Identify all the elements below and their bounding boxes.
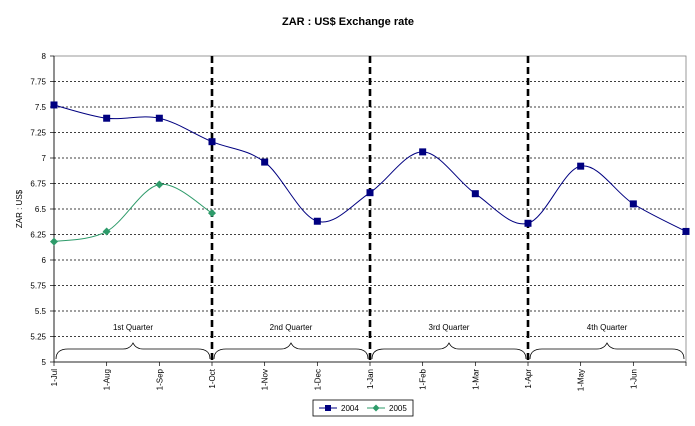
legend-marker-2004: [325, 405, 331, 411]
legend-label-2004: 2004: [341, 404, 359, 413]
data-point-2004: [577, 162, 585, 170]
quarter-brace: [371, 342, 527, 360]
x-tick-label: 1-Jan: [366, 369, 375, 389]
data-point-2004: [366, 189, 374, 197]
y-tick-label: 5: [42, 358, 47, 367]
y-tick-label: 7.5: [35, 103, 47, 112]
data-point-2004: [419, 148, 427, 156]
y-tick-label: 7: [42, 154, 47, 163]
data-point-2004: [261, 158, 269, 166]
y-tick-label: 5.25: [30, 333, 46, 342]
y-axis-label: ZAR : US$: [15, 189, 24, 228]
data-point-2005: [155, 180, 164, 189]
x-tick-label: 1-Mar: [471, 369, 480, 390]
x-tick-label: 1-Sep: [155, 368, 164, 390]
legend-box: [312, 399, 414, 417]
x-tick-label: 1-Aug: [103, 369, 112, 390]
data-point-2004: [682, 227, 690, 235]
data-point-2004: [155, 114, 163, 122]
y-tick-label: 6.75: [30, 180, 46, 189]
x-tick-label: 1-Jul: [50, 369, 59, 387]
y-tick-label: 6.25: [30, 231, 46, 240]
y-tick-label: 6: [42, 256, 47, 265]
y-tick-label: 7.25: [30, 129, 46, 138]
data-point-2005: [102, 227, 111, 236]
quarter-label: 3rd Quarter: [429, 323, 470, 332]
data-point-2004: [629, 200, 637, 208]
quarter-brace: [55, 342, 211, 360]
y-tick-label: 8: [42, 52, 47, 61]
x-tick-label: 1-Feb: [419, 368, 428, 389]
series-line-2005: [53, 184, 213, 243]
data-point-2004: [103, 114, 111, 122]
y-tick-label: 7.75: [30, 78, 46, 87]
x-tick-label: 1-May: [577, 369, 586, 391]
quarter-brace: [213, 342, 369, 360]
data-point-2005: [208, 209, 216, 218]
y-tick-label: 6.5: [35, 205, 47, 214]
data-point-2004: [50, 101, 58, 109]
data-point-2004: [471, 190, 479, 198]
x-tick-label: 1-Dec: [313, 369, 322, 390]
quarter-label: 4th Quarter: [587, 323, 628, 332]
x-tick-label: 1-Apr: [524, 369, 533, 389]
quarter-label: 1st Quarter: [113, 323, 153, 332]
quarter-brace: [529, 342, 685, 360]
data-point-2004: [313, 217, 321, 225]
quarter-label: 2nd Quarter: [270, 323, 313, 332]
data-point-2004: [524, 219, 532, 227]
x-tick-label: 1-Jun: [629, 369, 638, 389]
y-tick-label: 5.5: [35, 307, 47, 316]
x-tick-label: 1-Nov: [261, 369, 270, 390]
y-tick-label: 5.75: [30, 282, 46, 291]
data-point-2005: [50, 237, 58, 246]
chart-title: ZAR : US$ Exchange rate: [282, 16, 414, 28]
legend-marker-2005: [372, 404, 380, 412]
legend-label-2005: 2005: [389, 404, 407, 413]
x-tick-label: 1-Oct: [208, 368, 217, 388]
data-point-2004: [208, 138, 216, 146]
